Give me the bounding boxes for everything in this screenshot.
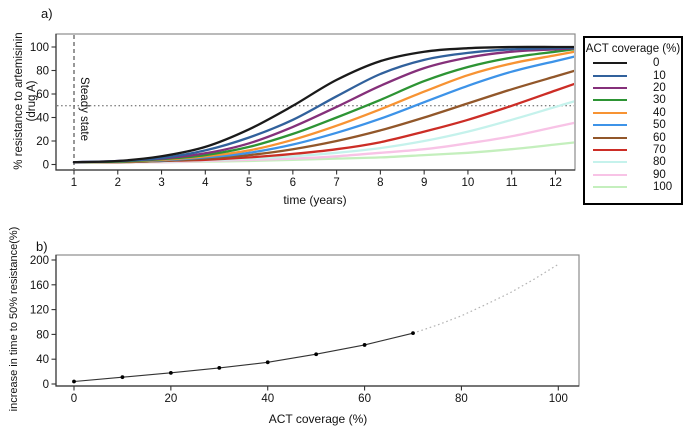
- panel-a-x-tick-label: 5: [246, 177, 252, 189]
- panel-a-x-tick-label: 3: [158, 177, 164, 189]
- legend-row-60: 60: [585, 131, 681, 144]
- legend-entry-label: 60: [653, 131, 666, 144]
- legend-row-90: 90: [585, 169, 681, 181]
- panel-b-y-tick-label: 80: [36, 329, 49, 341]
- legend-line-sample: [593, 186, 627, 189]
- panel-a-x-tick-label: 6: [290, 177, 296, 189]
- legend-title: ACT coverage (%): [585, 43, 681, 55]
- panel-b-data-point: [168, 370, 173, 375]
- curve-act-coverage-60: [72, 69, 574, 164]
- panel-b-data-line: [73, 332, 414, 383]
- legend-line-sample: [593, 173, 627, 176]
- panel-b-x-tick-label: 80: [455, 393, 468, 405]
- panel-b-x-tick-label: 20: [164, 393, 177, 405]
- panel-a-y-tick-label: 0: [43, 160, 49, 172]
- panel-a-y-tick-label: 40: [36, 113, 49, 125]
- legend-entry-label: 90: [653, 168, 666, 181]
- legend-entry-label: 0: [653, 57, 660, 70]
- panel-a-y-axis-label: % resistance to artemisinin (drug A): [13, 16, 39, 186]
- steady-state-annotation: Steady state: [78, 77, 90, 141]
- panel-a-y-tick-label: 100: [30, 42, 49, 54]
- panel-b-y-axis-label: increase in time to 50% resistance(%): [8, 226, 20, 412]
- curve-act-coverage-0: [72, 45, 574, 164]
- panel-a-x-tick-label: 12: [549, 177, 562, 189]
- legend-line-sample: [593, 99, 627, 102]
- legend-entry-label: 10: [653, 69, 666, 82]
- legend-box: ACT coverage (%) 0 10 20 30 40 50 60 70 80 90 100: [583, 36, 683, 205]
- legend-line-sample: [593, 62, 627, 65]
- legend-entries: 0 10 20 30 40 50 60 70 80 90 100: [585, 57, 681, 193]
- panel-a-y-tick-label: 80: [36, 66, 49, 78]
- panel-b-x-tick-label: 100: [549, 393, 568, 405]
- panel-a-x-tick-label: 10: [462, 177, 475, 189]
- legend-line-sample: [593, 111, 627, 114]
- legend-row-50: 50: [585, 119, 681, 131]
- panel-a-x-tick-label: 2: [115, 177, 121, 189]
- panel-b-data-point: [265, 360, 270, 365]
- panel-a-y-tick-label: 60: [36, 89, 49, 101]
- panel-a-x-tick-label: 8: [377, 177, 383, 189]
- legend-entry-label: 30: [653, 94, 666, 107]
- panel-b-x-axis-label: ACT coverage (%): [268, 412, 368, 426]
- legend-entry-label: 20: [653, 81, 666, 94]
- legend-row-80: 80: [585, 156, 681, 168]
- panel-b-y-tick-label: 0: [43, 379, 49, 391]
- legend-line-sample: [593, 148, 627, 151]
- legend-row-10: 10: [585, 69, 681, 82]
- panel-b-axes: [55, 255, 579, 387]
- panel-b-label: b): [36, 239, 48, 254]
- panel-b-x-tick-label: 40: [261, 393, 274, 405]
- panel-b-data-point: [411, 331, 415, 336]
- legend-line-sample: [593, 136, 627, 139]
- panel-b-data-point: [72, 379, 76, 384]
- legend-line-sample: [593, 86, 627, 89]
- panel-a-label: a): [41, 6, 53, 21]
- panel-b-data-point: [314, 352, 319, 357]
- panel-b-x-tick-label: 0: [71, 393, 77, 405]
- legend-entry-label: 40: [653, 106, 666, 119]
- legend-row-30: 30: [585, 94, 681, 106]
- curve-act-coverage-10: [72, 46, 574, 164]
- legend-line-sample: [593, 74, 627, 77]
- legend-row-20: 20: [585, 82, 681, 94]
- legend-line-sample: [593, 161, 627, 164]
- panel-b-frame: [55, 254, 580, 387]
- panel-a-x-tick-label: 7: [333, 177, 339, 189]
- panel-b-data-point: [120, 375, 125, 380]
- legend-row-70: 70: [585, 144, 681, 156]
- panel-b-y-tick-label: 120: [30, 305, 49, 317]
- legend-row-40: 40: [585, 107, 681, 119]
- panel-a-axes: [55, 34, 575, 171]
- panel-a-curves: [72, 45, 574, 164]
- curve-act-coverage-40: [72, 50, 574, 164]
- panel-b-data-point: [217, 365, 222, 370]
- legend-row-100: 100: [585, 181, 681, 193]
- legend-entry-label: 50: [653, 119, 666, 132]
- panel-b-y-tick-label: 40: [36, 354, 49, 366]
- legend-entry-label: 70: [653, 143, 666, 156]
- panel-a-x-tick-label: 1: [71, 177, 77, 189]
- panel-b-extrapolation-dotted-line: [412, 263, 559, 334]
- legend-row-0: 0: [585, 57, 681, 69]
- legend-entry-label: 80: [653, 156, 666, 169]
- panel-a-x-tick-label: 4: [202, 177, 209, 189]
- panel-b-x-tick-label: 60: [358, 393, 371, 405]
- panel-a-y-axis-label-line1: % resistance to artemisinin: [13, 32, 25, 170]
- panel-b-y-tick-label: 160: [30, 280, 49, 292]
- legend-entry-label: 100: [653, 181, 673, 194]
- panel-a-x-tick-label: 11: [506, 177, 518, 189]
- panel-b-data-point: [362, 343, 367, 347]
- panel-a-x-axis-label: time (years): [283, 193, 347, 207]
- panel-a-x-tick-label: 9: [421, 177, 427, 189]
- legend-line-sample: [593, 124, 627, 127]
- panel-a-y-axis-label-line2: (drug A): [26, 80, 38, 122]
- panel-b-y-tick-label: 200: [30, 255, 49, 267]
- panel-a-y-tick-label: 20: [36, 136, 49, 148]
